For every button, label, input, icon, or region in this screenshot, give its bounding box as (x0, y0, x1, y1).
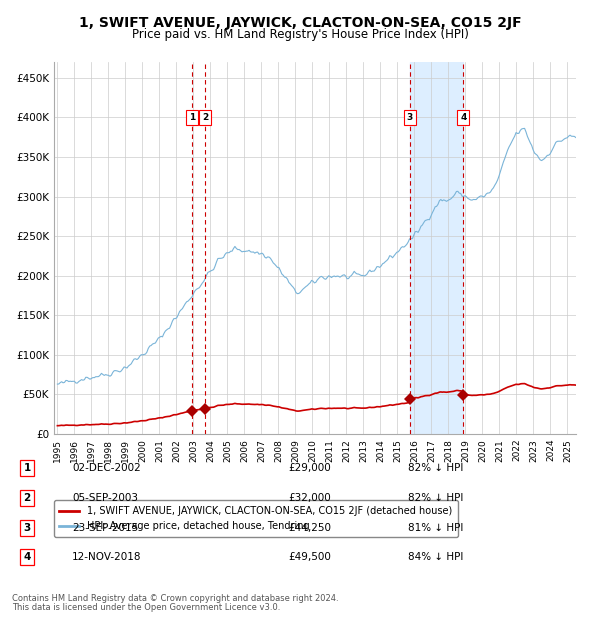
Text: 1, SWIFT AVENUE, JAYWICK, CLACTON-ON-SEA, CO15 2JF: 1, SWIFT AVENUE, JAYWICK, CLACTON-ON-SEA… (79, 16, 521, 30)
Bar (410, 62, 463, 434)
Text: 1: 1 (189, 113, 195, 122)
Text: £49,500: £49,500 (288, 552, 331, 562)
Text: 3: 3 (23, 523, 31, 533)
Text: 05-SEP-2003: 05-SEP-2003 (72, 493, 138, 503)
Text: 2: 2 (23, 493, 31, 503)
Text: £29,000: £29,000 (288, 463, 331, 473)
Text: 23-SEP-2015: 23-SEP-2015 (72, 523, 138, 533)
Text: 4: 4 (460, 113, 466, 122)
Text: 81% ↓ HPI: 81% ↓ HPI (408, 523, 463, 533)
Text: £44,250: £44,250 (288, 523, 331, 533)
Text: 82% ↓ HPI: 82% ↓ HPI (408, 493, 463, 503)
Text: 12-NOV-2018: 12-NOV-2018 (72, 552, 142, 562)
Text: Contains HM Land Registry data © Crown copyright and database right 2024.: Contains HM Land Registry data © Crown c… (12, 593, 338, 603)
Text: This data is licensed under the Open Government Licence v3.0.: This data is licensed under the Open Gov… (12, 603, 280, 612)
Text: 82% ↓ HPI: 82% ↓ HPI (408, 463, 463, 473)
Text: 84% ↓ HPI: 84% ↓ HPI (408, 552, 463, 562)
Text: £32,000: £32,000 (288, 493, 331, 503)
Legend: 1, SWIFT AVENUE, JAYWICK, CLACTON-ON-SEA, CO15 2JF (detached house), HPI: Averag: 1, SWIFT AVENUE, JAYWICK, CLACTON-ON-SEA… (53, 500, 458, 537)
Text: Price paid vs. HM Land Registry's House Price Index (HPI): Price paid vs. HM Land Registry's House … (131, 28, 469, 41)
Text: 1: 1 (23, 463, 31, 473)
Text: 2: 2 (202, 113, 208, 122)
Text: 3: 3 (407, 113, 413, 122)
Text: 4: 4 (23, 552, 31, 562)
Text: 02-DEC-2002: 02-DEC-2002 (72, 463, 141, 473)
